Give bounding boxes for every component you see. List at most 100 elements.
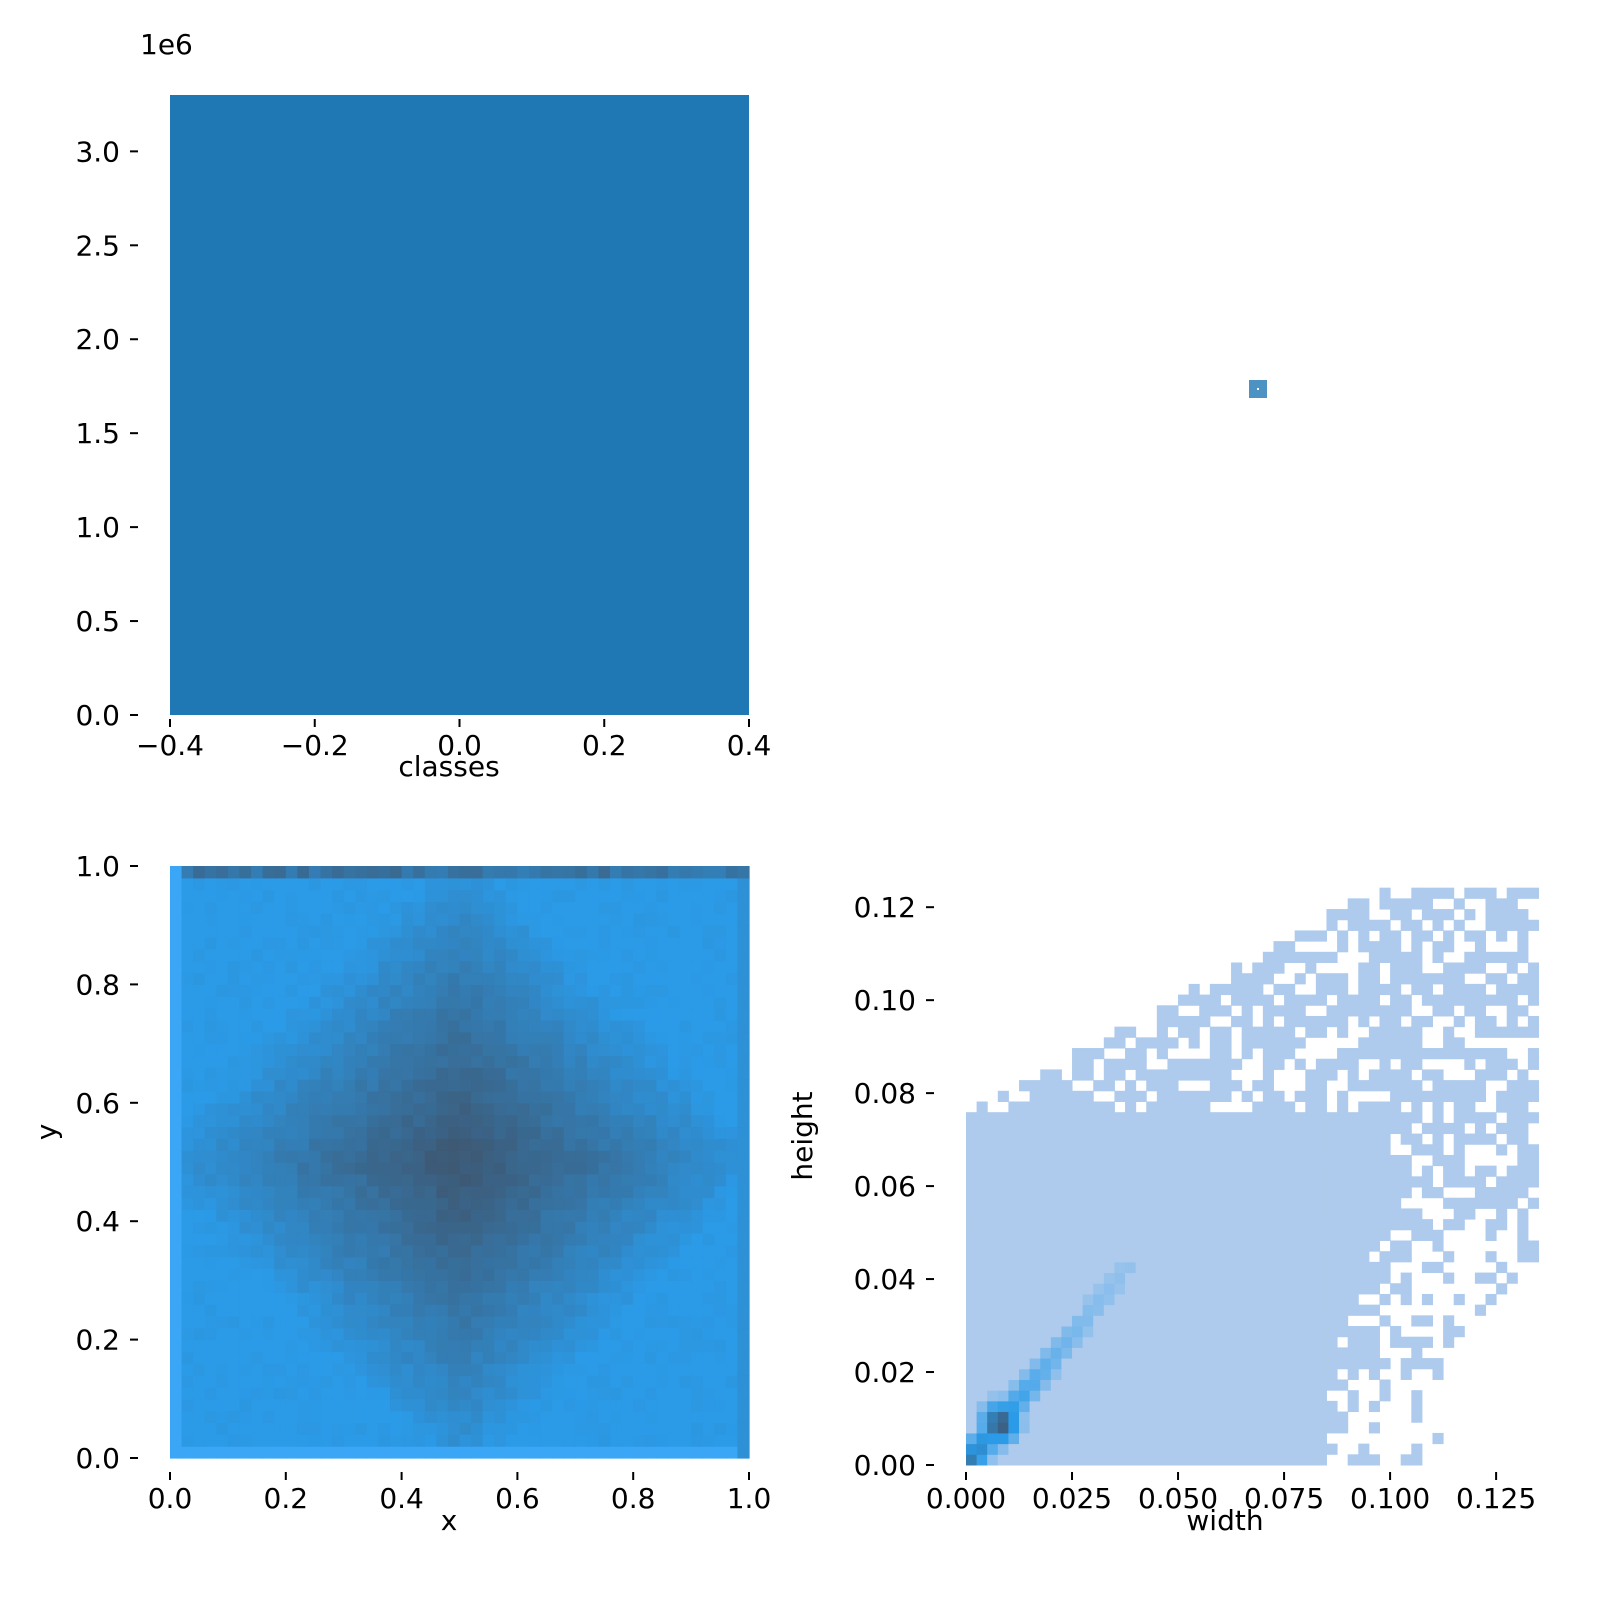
width-height-heatmap-cell <box>1326 973 1338 985</box>
xy-heatmap-cell <box>320 1008 333 1021</box>
width-height-ytick-label: 0.10 <box>854 984 916 1017</box>
xy-heatmap-cell <box>482 960 495 974</box>
xy-heatmap-cell <box>216 1031 229 1045</box>
xy-heatmap-cell <box>436 996 449 1009</box>
width-height-heatmap-cell <box>1146 1347 1158 1359</box>
width-height-heatmap-cell <box>1315 1272 1327 1284</box>
width-height-heatmap-cell <box>1029 1112 1041 1124</box>
width-height-heatmap-cell <box>1241 1411 1253 1423</box>
xy-heatmap-cell <box>320 1410 333 1424</box>
width-height-heatmap-cell <box>1379 1005 1391 1017</box>
width-height-heatmap-cell <box>1273 1283 1285 1295</box>
width-height-heatmap-cell <box>1040 1090 1052 1102</box>
xy-heatmap-cell <box>540 1150 553 1163</box>
xy-heatmap-cell <box>528 1209 542 1222</box>
width-height-heatmap-cell <box>1262 1026 1274 1038</box>
xy-heatmap-cell <box>274 1410 287 1424</box>
xy-heatmap-cell <box>204 1315 217 1329</box>
width-height-heatmap-cell <box>1241 1272 1253 1284</box>
xy-heatmap-cell <box>170 1280 183 1293</box>
xy-heatmap-cell <box>320 1185 333 1199</box>
width-height-heatmap-cell <box>1209 1379 1221 1391</box>
xy-heatmap-cell <box>494 1386 507 1400</box>
xy-heatmap-cell <box>702 1410 715 1424</box>
xy-heatmap-cell <box>424 1114 437 1128</box>
xy-heatmap-cell <box>540 877 553 891</box>
xy-heatmap-cell <box>494 972 507 985</box>
xy-heatmap-cell <box>586 1375 600 1388</box>
width-height-heatmap-cell <box>1284 1411 1296 1423</box>
width-height-heatmap-cell <box>1337 1315 1349 1327</box>
width-height-heatmap-cell <box>1379 1165 1391 1177</box>
xy-heatmap-cell <box>343 1043 356 1057</box>
xy-heatmap-cell <box>401 1363 414 1376</box>
xy-heatmap-cell <box>366 1256 380 1270</box>
width-height-heatmap-cell <box>1082 1187 1094 1199</box>
xy-heatmap-cell <box>436 1351 449 1364</box>
classes-x-axis: −0.4 −0.2 0.0 0.2 0.4 <box>136 719 771 762</box>
width-height-heatmap-cell <box>1496 930 1508 942</box>
xy-heatmap-cell <box>413 1327 426 1341</box>
classes-ytick-label: 0.0 <box>75 699 120 732</box>
xy-heatmap-cell <box>610 1173 623 1187</box>
width-height-heatmap-cell <box>1241 1251 1253 1263</box>
width-height-heatmap-cell <box>966 1176 978 1188</box>
xy-heatmap-cell <box>436 889 449 903</box>
width-height-heatmap-cell <box>1506 1101 1518 1113</box>
xy-heatmap-cell <box>170 1067 183 1080</box>
xy-heatmap-cell <box>610 1150 623 1163</box>
xy-heatmap-cell <box>459 1268 472 1281</box>
xy-heatmap-cell <box>679 1327 692 1341</box>
xy-heatmap-cell <box>598 1090 611 1104</box>
xy-heatmap-cell <box>679 1304 692 1317</box>
xy-heatmap-cell <box>285 1019 298 1033</box>
xy-heatmap-cell <box>366 1315 380 1329</box>
width-height-heatmap-cell <box>987 1229 999 1241</box>
xy-heatmap-cell <box>436 1043 449 1057</box>
width-height-heatmap-cell <box>1019 1293 1031 1306</box>
xy-heatmap-cell <box>274 1055 287 1068</box>
xy-heatmap-cell <box>540 1375 553 1388</box>
xy-heatmap-cell <box>366 996 380 1009</box>
xy-heatmap-cell <box>552 1126 565 1139</box>
xy-heatmap-cell <box>482 1138 495 1151</box>
xy-heatmap-cell <box>401 1114 414 1128</box>
width-height-heatmap-cell <box>1347 1326 1359 1338</box>
xy-heatmap-cell <box>702 937 715 950</box>
width-height-heatmap-cell <box>1103 1080 1115 1092</box>
xy-heatmap-cell <box>563 960 576 974</box>
width-height-heatmap-cell <box>1284 1368 1296 1380</box>
width-height-heatmap-cell <box>1294 1454 1306 1466</box>
xy-heatmap-cell <box>274 1173 287 1187</box>
xy-heatmap-cell <box>216 925 229 938</box>
width-height-heatmap-cell <box>1262 973 1274 985</box>
xy-heatmap-cell <box>528 1221 542 1234</box>
xy-heatmap-cell <box>170 925 183 938</box>
xy-heatmap-cell <box>262 1280 275 1293</box>
width-height-heatmap-cell <box>1305 1261 1317 1274</box>
xy-heatmap-cell <box>610 1304 623 1317</box>
xy-heatmap-cell <box>644 1079 657 1092</box>
width-height-heatmap-cell <box>1114 1058 1126 1070</box>
xy-heatmap-cell <box>540 1280 553 1293</box>
xy-heatmap-cell <box>517 1422 530 1435</box>
width-height-heatmap-cell <box>1305 1154 1317 1167</box>
width-height-heatmap-cell <box>1400 1293 1412 1306</box>
width-height-heatmap-cell <box>1220 1422 1232 1434</box>
xy-heatmap-cell <box>633 1209 646 1222</box>
xy-heatmap-cell <box>563 889 576 903</box>
xy-heatmap-cell <box>401 1304 414 1317</box>
xy-heatmap-cell <box>262 1446 275 1459</box>
xy-heatmap-cell <box>251 1150 264 1163</box>
width-height-heatmap-cell <box>1315 1251 1327 1263</box>
xy-heatmap-cell <box>251 877 264 891</box>
xy-heatmap-cell <box>193 1339 206 1353</box>
width-height-heatmap-cell <box>1305 1293 1317 1306</box>
width-height-heatmap-cell <box>1188 1112 1200 1124</box>
width-height-heatmap-cell <box>1358 1251 1370 1263</box>
xy-heatmap-cell <box>667 1114 681 1128</box>
width-height-heatmap-cell <box>1103 1037 1115 1049</box>
xy-heatmap-cell <box>413 1067 426 1080</box>
xy-heatmap-cell <box>204 1327 217 1341</box>
width-height-heatmap-cell <box>1368 1165 1380 1177</box>
